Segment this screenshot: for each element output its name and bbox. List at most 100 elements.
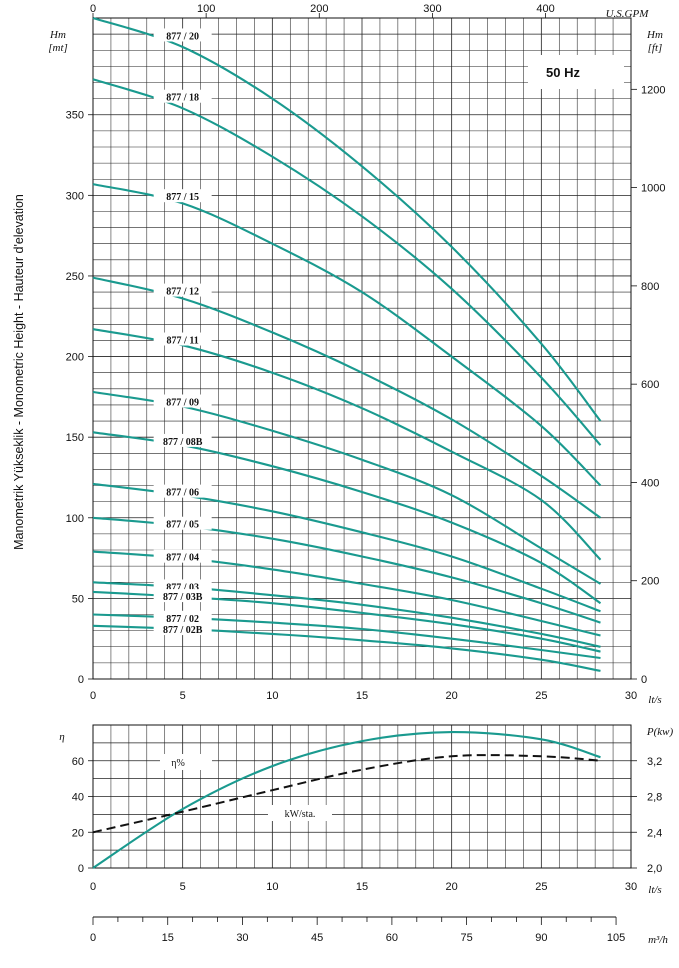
right-tick-label: 1000 (641, 183, 665, 195)
x-tick-label: 30 (625, 690, 637, 702)
power-label: kW/sta. (285, 809, 316, 820)
m3h-axis: 0 15 30 45 60 75 90 105 (90, 916, 625, 944)
curve-label-bg (153, 622, 212, 636)
frequency-badge: 50 Hz (528, 55, 624, 89)
x-tick-label: 15 (356, 881, 368, 893)
y-tick-label: 300 (66, 190, 84, 202)
curve-label-bg (153, 332, 212, 346)
efficiency-power-curves (92, 731, 601, 869)
y-tick-label: 150 (66, 432, 84, 444)
curve-label-text: 877 / 05 (166, 520, 199, 531)
curve-label: 877 / 18 (153, 89, 212, 104)
curve-labels: 877 / 20 877 / 18 877 / 15 877 / 12 877 / 11… (153, 28, 212, 636)
power-curve (92, 754, 601, 834)
head-curve (92, 78, 602, 446)
top-tick-label: 400 (536, 3, 554, 15)
x-tick-label: 20 (446, 690, 458, 702)
x-tick-label: 0 (90, 881, 96, 893)
x-tick-label: 25 (535, 881, 547, 893)
y-tick-label: 0 (78, 674, 84, 686)
y-tick-label: 250 (66, 271, 84, 283)
curve-label: 877 / 06 (153, 484, 212, 499)
plot-frame (92, 17, 632, 680)
curve-label-bg (153, 394, 212, 408)
curve-label-text: 877 / 09 (166, 398, 199, 409)
power-grid (92, 724, 632, 869)
m3h-tick-label: 0 (90, 932, 96, 944)
x-tick-label: 20 (446, 881, 458, 893)
x-tick-label: 30 (625, 881, 637, 893)
curve-label-text: 877 / 04 (166, 553, 199, 564)
head-curve (92, 516, 601, 624)
flow-m3h-unit: m³/h (648, 934, 668, 946)
curve-label: 877 / 02B (153, 622, 212, 636)
head-curve (92, 17, 602, 422)
curve-label-bg (153, 433, 212, 447)
y-tick-label: 50 (72, 593, 84, 605)
top-tick-label: 0 (90, 3, 96, 15)
eta-axis-unit: η (59, 731, 64, 743)
curve-label: 877 / 20 (153, 28, 212, 42)
curve-label: 877 / 12 (153, 283, 212, 298)
curve-label-bg (153, 28, 212, 42)
curve-label-text: 877 / 06 (166, 488, 199, 499)
right-axis-unit-top: Hm (646, 29, 663, 41)
x-tick-label: 25 (535, 690, 547, 702)
efficiency-label: η% (171, 758, 185, 769)
left-axis-unit-top: Hm (49, 29, 66, 41)
y-tick-label: 100 (66, 513, 84, 525)
top-axis-unit: U.S.GPM (606, 8, 650, 20)
right-tick-label: 2,0 (647, 863, 662, 875)
curve-label-text: 877 / 11 (167, 336, 199, 347)
right-tick-label: 2,4 (647, 827, 662, 839)
y-axis-label: Manometrik Yükseklik - Monometric Height… (12, 194, 26, 550)
y-tick-label: 40 (72, 792, 84, 804)
curve-label-bg (153, 89, 212, 103)
power-bottom-axis-unit: lt/s (648, 884, 661, 896)
frequency-label: 50 Hz (546, 65, 580, 80)
curve-label-text: 877 / 02 (166, 614, 199, 625)
x-tick-label: 0 (90, 690, 96, 702)
right-tick-label: 200 (641, 576, 659, 588)
y-tick-label: 200 (66, 352, 84, 364)
curve-label: 877 / 15 (153, 189, 212, 203)
right-axis-unit-bottom: [ft] (648, 42, 663, 54)
right-tick-label: 400 (641, 477, 659, 489)
m3h-tick-label: 60 (386, 932, 398, 944)
curve-label-bg (153, 589, 212, 603)
curve-label-bg (153, 484, 212, 498)
m3h-tick-label: 105 (607, 932, 625, 944)
bottom-axis-unit: lt/s (648, 694, 661, 706)
curve-label: 877 / 04 (153, 549, 212, 564)
curve-label-text: 877 / 03B (163, 592, 203, 603)
curve-label-bg (153, 610, 212, 624)
eta-label-box: η% (160, 754, 212, 770)
top-tick-label: 200 (310, 3, 328, 15)
curve-label-text: 877 / 08B (163, 437, 203, 448)
curve-label-bg (153, 189, 212, 203)
m3h-tick-label: 75 (460, 932, 472, 944)
head-curve (92, 183, 602, 487)
x-tick-label: 15 (356, 690, 368, 702)
top-tick-label: 100 (197, 3, 215, 15)
curve-label: 877 / 03B (153, 589, 212, 603)
power-axis-unit: P(kw) (646, 726, 674, 738)
y-tick-label: 60 (72, 756, 84, 768)
right-tick-label: 3,2 (647, 756, 662, 768)
y-tick-label: 20 (72, 827, 84, 839)
top-tick-label: 300 (423, 3, 441, 15)
m3h-tick-label: 45 (311, 932, 323, 944)
kw-label-box: kW/sta. (268, 805, 332, 821)
curve-label-text: 877 / 18 (166, 93, 199, 104)
curve-label: 877 / 02 (153, 610, 212, 625)
x-tick-label: 10 (266, 690, 278, 702)
curve-label-text: 877 / 12 (166, 287, 199, 298)
curve-label: 877 / 09 (153, 394, 212, 409)
m3h-tick-label: 30 (236, 932, 248, 944)
curve-label-bg (153, 516, 212, 530)
right-tick-label: 2,8 (647, 792, 662, 804)
head-curve (92, 276, 602, 519)
m3h-tick-label: 90 (535, 932, 547, 944)
